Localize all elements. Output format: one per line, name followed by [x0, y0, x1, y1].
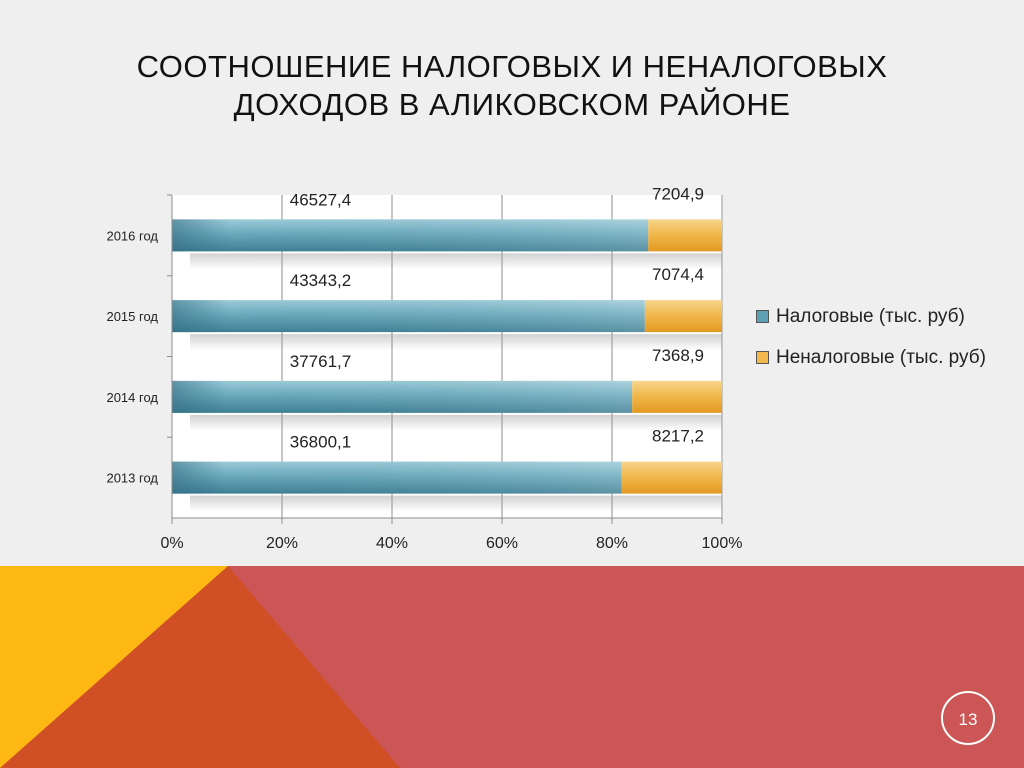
data-label-nontax: 7368,9: [652, 346, 704, 365]
x-tick-label: 0%: [160, 535, 183, 552]
data-label-nontax: 8217,2: [652, 427, 704, 446]
bars: [172, 219, 722, 494]
legend-label-nontax: Неналоговые (тыс. руб): [776, 347, 986, 368]
title-line-1: СООТНОШЕНИЕ НАЛОГОВЫХ И НЕНАЛОГОВЫХ: [136, 49, 888, 84]
category-label: 2013 год: [106, 471, 158, 486]
legend: Налоговые (тыс. руб) Неналоговые (тыс. р…: [756, 304, 986, 386]
bar-shadow: [190, 253, 722, 270]
bar-nontax: [621, 461, 722, 494]
bar-nontax: [632, 380, 722, 413]
data-label-tax: 43343,2: [290, 271, 351, 290]
category-label: 2014 год: [106, 390, 158, 405]
bar-tax-shading: [172, 461, 622, 494]
category-label: 2016 год: [106, 228, 158, 243]
legend-item-nontax[interactable]: Неналоговые (тыс. руб): [756, 345, 986, 370]
legend-swatch-tax: [756, 310, 769, 323]
bar-tax-shading: [172, 219, 649, 252]
data-label-tax: 36800,1: [290, 433, 351, 452]
category-label: 2015 год: [106, 309, 158, 324]
x-tick-label: 40%: [376, 535, 408, 552]
page-number-badge: 13: [941, 691, 995, 745]
bar-tax-shading: [172, 300, 645, 333]
stacked-bar-chart: 0% 20% 40% 60% 80% 100% 2016 год 2015 год 2014 г…: [106, 184, 743, 552]
data-label-tax: 46527,4: [290, 190, 351, 209]
page-number: 13: [958, 710, 978, 729]
x-tick-label: 100%: [702, 535, 743, 552]
data-labels: 46527,4 7204,9 43343,2 7074,4 37761,7 7368,9 3…: [290, 184, 704, 451]
band-yellow-triangle: [0, 566, 228, 768]
x-tick-label: 20%: [266, 535, 298, 552]
bar-shadows: [190, 253, 722, 512]
data-label-nontax: 7204,9: [652, 184, 704, 203]
bar-shadow: [190, 334, 722, 351]
bar-nontax: [648, 219, 722, 252]
data-label-tax: 37761,7: [290, 352, 351, 371]
axes: 0% 20% 40% 60% 80% 100% 2016 год 2015 год 2014 г…: [106, 194, 743, 552]
band-orange-triangle: [0, 566, 400, 768]
title-line-2: ДОХОДОВ В АЛИКОВСКОМ РАЙОНЕ: [233, 87, 791, 122]
data-label-nontax: 7074,4: [652, 265, 704, 284]
bar-tax-shading: [172, 380, 633, 413]
x-tick-label: 60%: [486, 535, 518, 552]
decorative-bottom-band: [0, 566, 1024, 768]
legend-item-tax[interactable]: Налоговые (тыс. руб): [756, 304, 986, 329]
bar-shadow: [190, 414, 722, 431]
bar-shadow: [190, 495, 722, 512]
bar-nontax: [644, 300, 722, 333]
slide-title: СООТНОШЕНИЕ НАЛОГОВЫХ И НЕНАЛОГОВЫХ ДОХО…: [0, 48, 1024, 124]
legend-swatch-nontax: [756, 351, 769, 364]
x-tick-label: 80%: [596, 535, 628, 552]
legend-label-tax: Налоговые (тыс. руб): [776, 306, 965, 327]
